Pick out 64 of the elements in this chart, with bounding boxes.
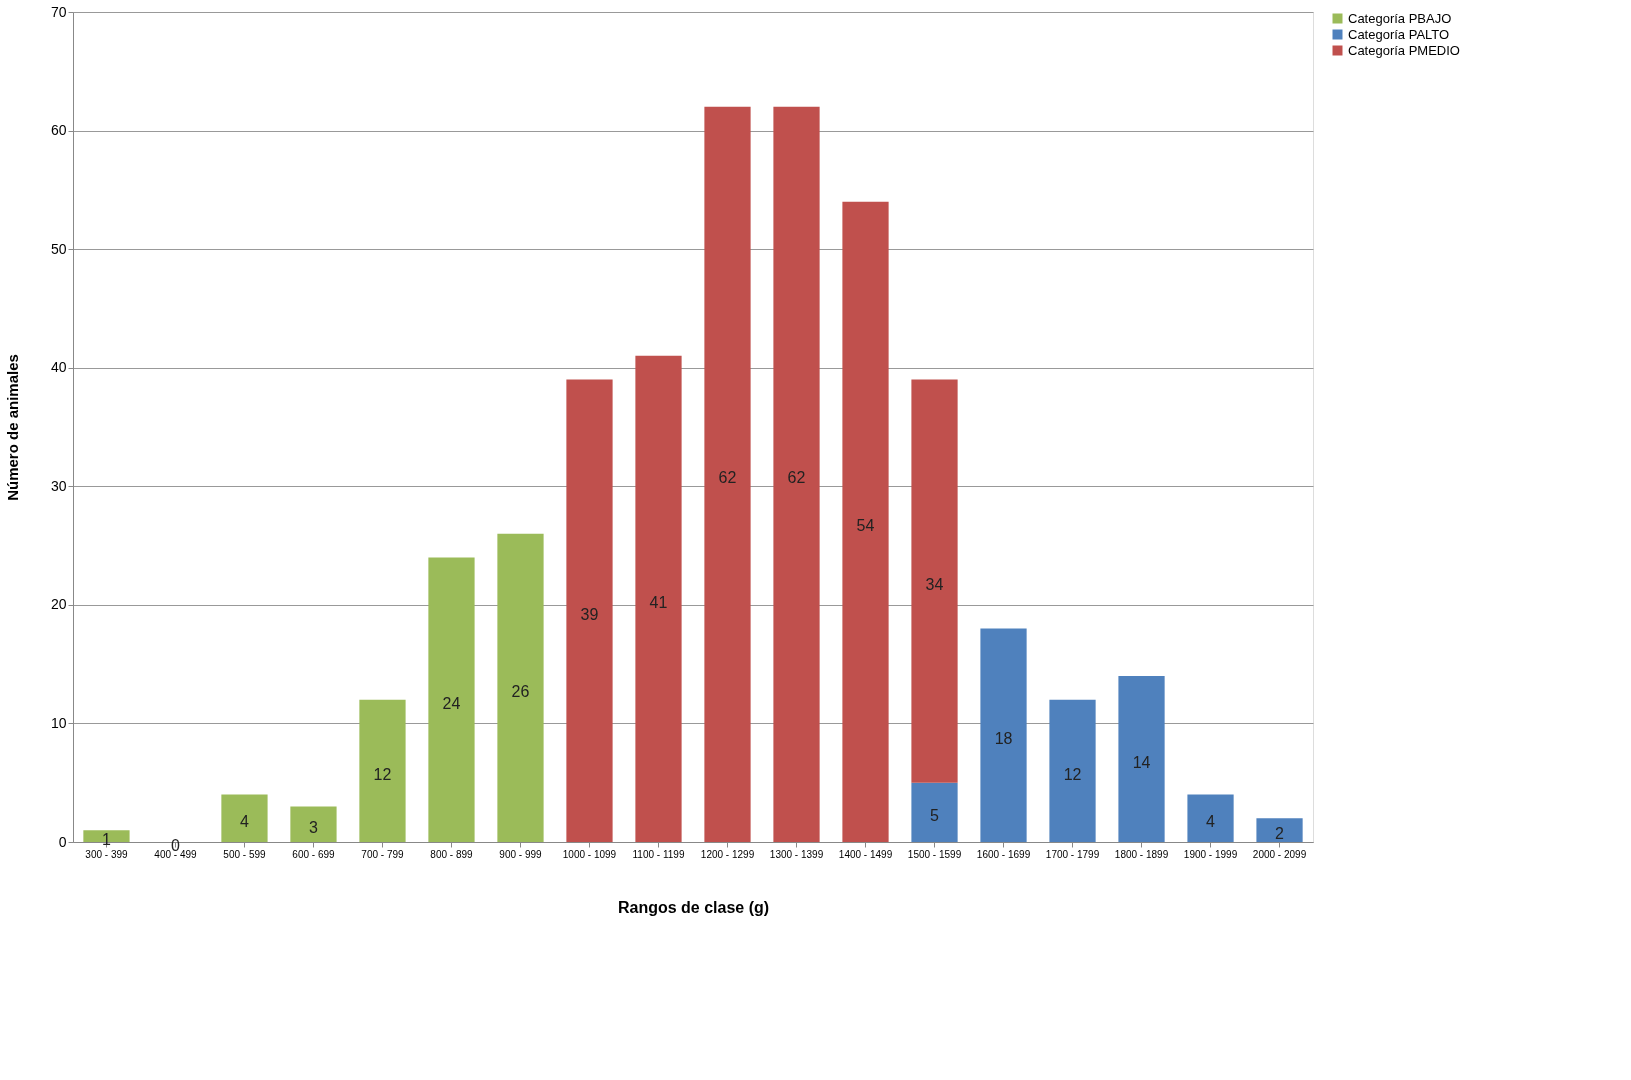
legend-label: Categoría PALTO	[1348, 26, 1450, 42]
bar	[566, 379, 613, 842]
data-label: 34	[925, 576, 944, 594]
bar	[1187, 794, 1234, 842]
x-tick-label: 1900 - 1999	[1183, 848, 1238, 860]
data-label: 41	[649, 593, 668, 611]
legend-label: Categoría PBAJO	[1348, 10, 1452, 26]
data-label: 12	[373, 765, 392, 783]
x-tick-label: 1500 - 1599	[907, 848, 962, 860]
bar	[290, 806, 337, 842]
x-tick-label: 700 - 799	[361, 848, 405, 860]
y-tick-label: 70	[50, 3, 67, 20]
data-label: 18	[994, 730, 1013, 748]
y-axis-title: Número de animales	[3, 354, 21, 501]
y-tick-label: 60	[50, 122, 67, 139]
y-tick-label: 20	[50, 596, 67, 613]
bar	[635, 355, 682, 842]
y-tick-label: 0	[58, 833, 67, 850]
x-tick-label: 1000 - 1099	[562, 848, 617, 860]
x-tick-label: 900 - 999	[499, 848, 543, 860]
data-label: 12	[1063, 765, 1082, 783]
bar	[359, 699, 406, 842]
data-label: 14	[1132, 754, 1151, 771]
data-label: 24	[442, 694, 461, 712]
x-tick-label: 1700 - 1799	[1045, 848, 1100, 860]
data-label: 54	[856, 516, 875, 534]
bar	[1118, 676, 1165, 842]
bar	[911, 782, 958, 842]
data-label: 26	[511, 682, 530, 700]
bar	[497, 533, 544, 842]
bar	[221, 794, 268, 842]
x-tick-label: 1200 - 1299	[700, 848, 755, 860]
y-tick-label: 10	[50, 714, 67, 731]
data-label: 5	[930, 807, 940, 825]
x-tick-label: 600 - 699	[292, 848, 336, 860]
x-tick-label: 800 - 899	[430, 848, 474, 860]
x-axis-title: Rangos de clase (g)	[617, 898, 770, 916]
data-label: 4	[240, 813, 250, 831]
bar	[1256, 818, 1303, 842]
x-tick-label: 1100 - 1199	[632, 848, 685, 860]
x-tick-label: 1800 - 1899	[1114, 848, 1169, 860]
bar	[911, 379, 958, 783]
legend-label: Categoría PMEDIO	[1348, 42, 1460, 58]
x-tick-label: 500 - 599	[223, 848, 267, 860]
data-label: 4	[1206, 813, 1216, 831]
x-tick-label: 1400 - 1499	[838, 848, 893, 860]
x-tick-label: 1300 - 1399	[769, 848, 824, 860]
bar	[980, 628, 1027, 842]
x-tick-label: 300 - 399	[85, 848, 129, 860]
bar	[1049, 699, 1096, 842]
y-tick-label: 40	[50, 359, 67, 376]
bar	[773, 106, 820, 842]
data-label: 3	[309, 819, 319, 837]
data-label: 2	[1275, 825, 1285, 843]
x-tick-label: 1600 - 1699	[976, 848, 1031, 860]
data-label: 62	[718, 469, 737, 487]
y-tick-label: 50	[50, 240, 67, 257]
data-label: 62	[787, 469, 806, 487]
y-tick-label: 30	[50, 477, 67, 494]
bar	[428, 557, 475, 842]
bar	[842, 201, 889, 842]
x-tick-label: 2000 - 2099	[1252, 848, 1307, 860]
data-label: 39	[580, 605, 599, 623]
bar	[704, 106, 751, 842]
